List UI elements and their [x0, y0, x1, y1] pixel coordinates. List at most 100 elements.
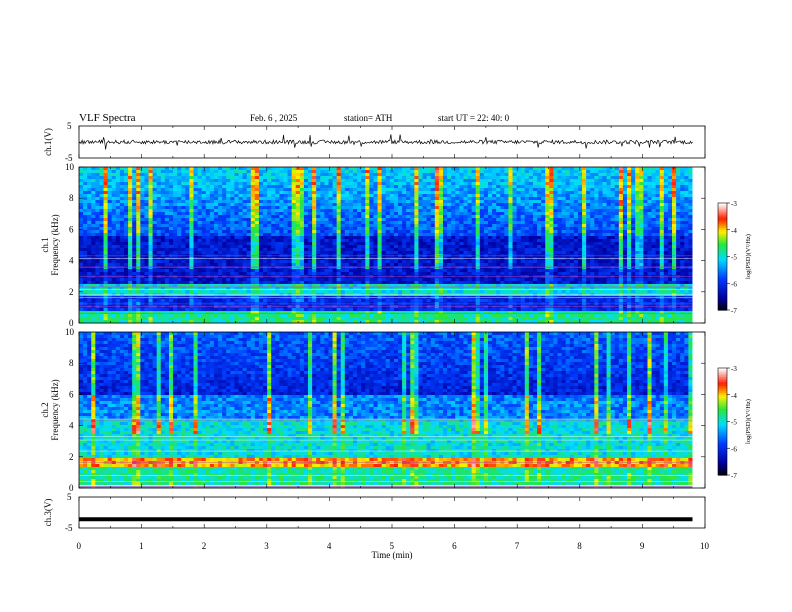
ch2-spectrogram-colorbar-swatch: [718, 403, 727, 407]
ch2-spectrogram-y-tick-label: 6: [69, 389, 74, 399]
ch1-spectrogram-colorbar-swatch: [718, 301, 727, 304]
ch1-spectrogram-colorbar-swatch: [718, 233, 727, 236]
ch2-spectrogram-colorbar-swatch: [718, 368, 727, 371]
ch1-spectrogram-colorbar-swatch: [718, 244, 727, 247]
ch1-spectrogram-channel-label: ch.1: [40, 237, 50, 252]
ch2-spectrogram-colorbar-swatch: [718, 414, 727, 417]
ch1-spectrogram-colorbar-swatch: [718, 265, 727, 268]
ch2-spectrogram-colorbar-swatch: [718, 444, 727, 448]
ch2-spectrogram-colorbar-swatch: [718, 384, 727, 387]
ch2-spectrogram-colorbar-swatch: [718, 430, 727, 433]
ch1-voltage-y-tick-label: 5: [67, 121, 72, 131]
ch1-spectrogram-colorbar-swatch: [718, 274, 727, 277]
ch2-spectrogram-colorbar-swatch: [718, 389, 727, 392]
ch2-spectrogram-colorbar-swatch: [718, 396, 727, 399]
ch2-spectrogram-colorbar-swatch: [718, 473, 727, 476]
ch2-spectrogram-empty-area: [692, 332, 705, 488]
ch2-spectrogram-colorbar-swatch: [718, 437, 727, 440]
ch2-spectrogram-colorbar-swatch: [718, 419, 727, 423]
ch2-spectrogram-colorbar-swatch: [718, 446, 727, 449]
ch2-spectrogram-colorbar-swatch: [718, 417, 727, 421]
ch1-spectrogram-colorbar-swatch: [718, 224, 727, 227]
ch1-spectrogram-colorbar-swatch: [718, 236, 727, 240]
ch1-spectrogram-colorbar-swatch: [718, 254, 727, 258]
ch1-spectrogram-colorbar-tick-label: -7: [731, 307, 737, 315]
ch1-spectrogram-colorbar-swatch: [718, 276, 727, 279]
ch1-spectrogram-colorbar-tick-label: -3: [731, 200, 737, 208]
ch2-spectrogram-colorbar-swatch: [718, 369, 727, 373]
ch2-spectrogram-colorbar-swatch: [718, 378, 727, 382]
start-time-label: start UT = 22: 40: 0: [438, 113, 510, 123]
ch1-spectrogram-colorbar-swatch: [718, 261, 727, 265]
ch2-spectrogram-y-tick-label: 10: [65, 327, 75, 337]
ch1-spectrogram-colorbar-swatch: [718, 267, 727, 270]
ch1-spectrogram-colorbar-swatch: [718, 238, 727, 242]
ch2-spectrogram-colorbar-swatch: [718, 439, 727, 442]
ch1-spectrogram-colorbar-swatch: [718, 256, 727, 259]
ch1-spectrogram-colorbar-swatch: [718, 281, 727, 284]
ch3-voltage-y-tick-label: 5: [67, 492, 72, 502]
ch1-spectrogram-colorbar-swatch: [718, 213, 727, 217]
ch2-spectrogram-colorbar-swatch: [718, 380, 727, 383]
ch2-spectrogram-colorbar-swatch: [718, 394, 727, 398]
x-tick-label: 1: [139, 541, 144, 551]
ch1-spectrogram-colorbar-swatch: [718, 304, 727, 308]
ch2-spectrogram-colorbar-swatch: [718, 391, 727, 394]
ch2-spectrogram-colorbar-swatch: [718, 410, 727, 414]
ch2-spectrogram-colorbar-swatch: [718, 450, 727, 453]
x-tick-label: 9: [640, 541, 645, 551]
ch1-spectrogram-colorbar-swatch: [718, 283, 727, 286]
ch2-spectrogram-y-tick-label: 0: [69, 483, 74, 493]
ch2-spectrogram-colorbar-swatch: [718, 442, 727, 446]
ch2-spectrogram-colorbar-swatch: [718, 462, 727, 465]
ch1-spectrogram-colorbar-swatch: [718, 270, 727, 274]
ch1-spectrogram-colorbar-swatch: [718, 263, 727, 267]
ch3-voltage-y-label: ch.3(V): [43, 499, 53, 527]
ch1-spectrogram-colorbar-tick-label: -5: [731, 254, 737, 262]
ch3line-frame: [78, 496, 706, 529]
ch2-spectrogram-colorbar-swatch: [718, 453, 727, 456]
ch2-spectrogram-colorbar-swatch: [718, 469, 727, 473]
ch1-spectrogram-colorbar-swatch: [718, 227, 727, 231]
ch1-spectrogram-colorbar-swatch: [718, 277, 727, 281]
ch1-spectrogram-colorbar-swatch: [718, 295, 727, 299]
ch1-spectrogram-colorbar-swatch: [718, 268, 727, 272]
ch2-spectrogram-colorbar-swatch: [718, 425, 727, 428]
ch1-spectrogram-colorbar-swatch: [718, 279, 727, 283]
ch2-spectrogram-colorbar-swatch: [718, 466, 727, 469]
ch1-spectrogram-colorbar-swatch: [718, 308, 727, 311]
ch1-spectrogram-colorbar-swatch: [718, 217, 727, 220]
ch2-spectrogram-colorbar-swatch: [718, 400, 727, 403]
ch3-voltage-y-tick-label: -5: [65, 523, 73, 533]
ch1-spectrogram-colorbar-swatch: [718, 251, 727, 254]
ch2-spectrogram-colorbar-swatch: [718, 448, 727, 451]
ch2-spectrogram-colorbar-swatch: [718, 398, 727, 401]
ch1-spectrogram-colorbar-swatch: [718, 231, 727, 234]
ch1-spectrogram-y-tick-label: 4: [69, 256, 74, 266]
ch1-spectrogram-colorbar-swatch: [718, 302, 727, 306]
ch1-spectrogram-y-tick-label: 0: [69, 318, 74, 328]
ch1-spectrogram-y-tick-label: 2: [69, 287, 74, 297]
ch2-spectrogram-colorbar-label: log(PSD)(V²/Hz): [745, 399, 752, 444]
ch1-spectrogram-colorbar-swatch: [718, 206, 727, 209]
ch2-spectrogram-colorbar-swatch: [718, 409, 727, 412]
ch1-spectrogram-colorbar-swatch: [718, 211, 727, 215]
ch2-spectrogram-channel-label: ch.2: [40, 402, 50, 417]
x-tick-label: 10: [700, 541, 710, 551]
ch1-spectrogram-colorbar-swatch: [718, 293, 727, 297]
ch1-voltage-y-label: ch.1(V): [43, 128, 53, 156]
ch1-spectrogram-colorbar-swatch: [718, 258, 727, 261]
ch1-spectrogram-colorbar-swatch: [718, 210, 727, 213]
ch2-spectrogram-colorbar-swatch: [718, 433, 727, 437]
ch2-spectrogram-colorbar-swatch: [718, 373, 727, 376]
x-tick-label: 7: [515, 541, 520, 551]
x-tick-label: 5: [390, 541, 395, 551]
ch1-spectrogram-y-label: Frequency (kHz): [50, 214, 60, 275]
ch2-spectrogram-y-tick-label: 4: [69, 421, 74, 431]
ch2-spectrogram-colorbar-swatch: [718, 455, 727, 458]
ch2-spectrogram-colorbar-swatch: [718, 471, 727, 474]
ch2-spectrogram-colorbar-tick-label: -5: [731, 419, 737, 427]
ch2-spectrogram-colorbar-swatch: [718, 375, 727, 378]
ch1-spectrogram-y-tick-label: 8: [69, 193, 74, 203]
